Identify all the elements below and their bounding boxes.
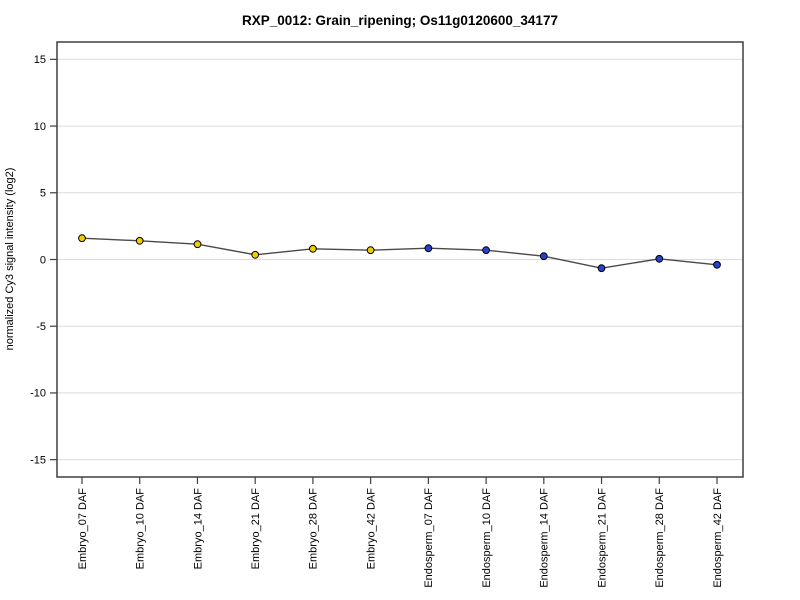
y-tick-label: -15 bbox=[30, 454, 46, 466]
y-tick-label: 5 bbox=[40, 188, 46, 200]
data-point bbox=[366, 246, 375, 255]
y-tick-label: 15 bbox=[34, 54, 46, 66]
x-tick-label: Embryo_10 DAF bbox=[135, 488, 147, 570]
y-tick-label: 10 bbox=[34, 121, 46, 133]
data-point bbox=[309, 244, 317, 253]
data-point bbox=[135, 236, 144, 245]
data-point bbox=[597, 264, 606, 273]
y-tick-label: -5 bbox=[36, 321, 46, 333]
x-tick-label: Embryo_21 DAF bbox=[250, 488, 262, 570]
x-tick-label: Endosperm_28 DAF bbox=[654, 488, 666, 588]
data-point bbox=[424, 244, 433, 253]
data-series bbox=[78, 234, 721, 273]
y-tick-label: -10 bbox=[30, 388, 46, 400]
x-tick-label: Endosperm_10 DAF bbox=[481, 488, 493, 588]
x-tick-label: Embryo_42 DAF bbox=[365, 488, 377, 570]
x-tick-label: Embryo_07 DAF bbox=[77, 488, 89, 570]
chart-title: RXP_0012: Grain_ripening; Os11g0120600_3… bbox=[242, 13, 558, 28]
data-point bbox=[655, 254, 664, 263]
data-point bbox=[251, 250, 260, 259]
x-tick-label: Embryo_28 DAF bbox=[308, 488, 320, 570]
y-axis: 15 10 5 0 -5 -10 -15 bbox=[30, 54, 57, 466]
series-line bbox=[81, 237, 718, 269]
gridlines bbox=[57, 58, 743, 461]
x-tick-label: Endosperm_14 DAF bbox=[539, 488, 551, 588]
data-point bbox=[539, 252, 548, 261]
data-point bbox=[193, 240, 202, 249]
x-tick-label: Endosperm_07 DAF bbox=[423, 488, 435, 588]
y-axis-label: normalized Cy3 signal intensity (log2) bbox=[4, 168, 16, 351]
y-tick-label: 0 bbox=[40, 254, 46, 266]
data-point bbox=[482, 246, 491, 255]
x-tick-label: Endosperm_21 DAF bbox=[596, 488, 608, 588]
x-tick-label: Endosperm_42 DAF bbox=[712, 488, 724, 588]
x-tick-label: Embryo_14 DAF bbox=[192, 488, 204, 570]
data-point bbox=[78, 234, 86, 243]
x-axis: Embryo_07 DAF Embryo_10 DAF Embryo_14 DAF E… bbox=[77, 477, 724, 588]
data-point bbox=[713, 260, 721, 269]
